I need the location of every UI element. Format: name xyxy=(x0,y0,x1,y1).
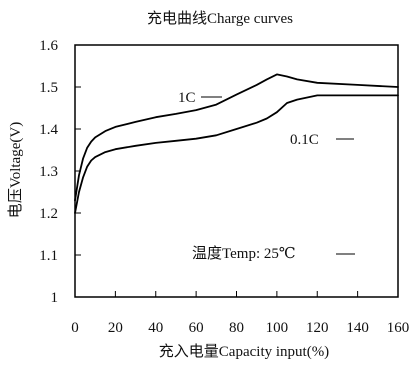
x-tick-label: 100 xyxy=(266,320,289,336)
y-tick-label: 1.2 xyxy=(39,206,58,222)
temperature-note: 温度Temp: 25℃ xyxy=(192,245,296,262)
series-label-0-1c: 0.1C xyxy=(290,132,319,148)
x-tick-label: 140 xyxy=(346,320,369,336)
y-tick-label: 1.4 xyxy=(39,122,58,138)
y-tick-label: 1.1 xyxy=(39,248,58,264)
y-tick-label: 1.5 xyxy=(39,80,58,96)
series-label-1c: 1C xyxy=(178,90,196,106)
x-tick-label: 120 xyxy=(306,320,329,336)
y-axis-title: 电压Voltage(V) xyxy=(7,122,24,218)
y-tick-label: 1.3 xyxy=(39,164,58,180)
series-line-0-1c xyxy=(74,94,399,214)
y-tick-label: 1.6 xyxy=(39,38,58,54)
x-tick-label: 160 xyxy=(387,320,410,336)
chart-title: 充电曲线Charge curves xyxy=(147,10,293,27)
x-tick-label: 80 xyxy=(229,320,244,336)
x-axis-title: 充入电量Capacity input(%) xyxy=(159,343,329,360)
x-tick-label: 40 xyxy=(148,320,163,336)
x-tick-label: 20 xyxy=(108,320,123,336)
series-line-1c xyxy=(74,73,399,202)
x-tick-label: 0 xyxy=(71,320,79,336)
y-tick-label: 1 xyxy=(51,290,59,306)
x-tick-label: 60 xyxy=(189,320,204,336)
plot-area: 0 20 40 60 80 100 120 140 160 1 1.1 1.2 1.3 1.4 1.5 1.6 xyxy=(39,38,409,336)
